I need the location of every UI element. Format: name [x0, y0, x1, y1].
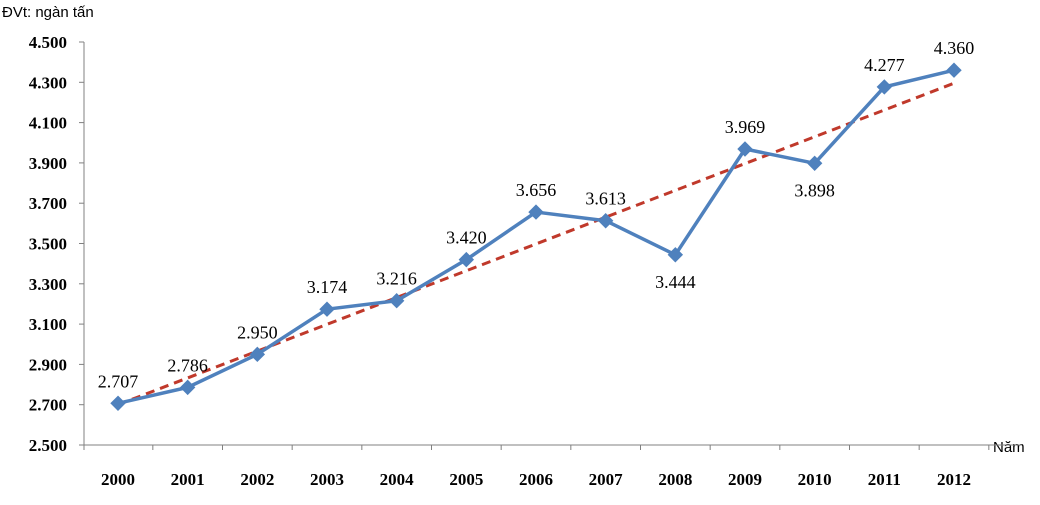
y-tick-label: 4.300: [29, 73, 67, 92]
x-tick-label: 2007: [589, 470, 624, 489]
unit-label: ĐVt: ngàn tấn: [2, 4, 94, 21]
data-point-marker: [667, 247, 684, 263]
x-tick-label: 2010: [798, 470, 832, 489]
x-axis-title: Năm: [993, 439, 1025, 456]
data-label: 3.969: [725, 117, 766, 137]
y-axis-ticks: 2.500 2.700 2.900 3.100 3.300 3.500 3.700 3.900…: [29, 33, 84, 455]
data-point-marker: [597, 213, 614, 229]
y-tick-label: 3.700: [29, 194, 67, 213]
data-label: 3.613: [585, 189, 626, 209]
data-label: 3.656: [516, 180, 557, 200]
data-label: 3.216: [376, 269, 417, 289]
x-tick-label: 2005: [449, 470, 483, 489]
y-tick-label: 3.900: [29, 154, 67, 173]
data-label: 3.898: [794, 180, 835, 200]
x-tick-label: 2012: [937, 470, 971, 489]
series-path: [117, 68, 955, 405]
y-tick-label: 4.500: [29, 33, 67, 52]
data-point-marker: [458, 251, 475, 268]
y-tick-label: 2.900: [29, 355, 67, 374]
data-label: 4.277: [864, 55, 905, 75]
data-label: 2.950: [237, 322, 278, 342]
x-axis-ticks: 2000 2001 2002 2003 2004 2005 2006 2007 2008 2009…: [83, 445, 990, 489]
data-label: 3.420: [446, 228, 487, 248]
data-label: 3.444: [655, 272, 696, 292]
data-point-marker: [806, 155, 823, 172]
series-markers: [110, 62, 962, 411]
x-tick-label: 2011: [868, 470, 901, 489]
data-point-marker: [249, 346, 266, 363]
y-tick-label: 2.700: [29, 396, 67, 415]
data-point-marker: [179, 379, 196, 396]
y-tick-label: 4.100: [29, 114, 67, 133]
x-tick-label: 2006: [519, 470, 553, 489]
y-tick-label: 3.100: [29, 315, 67, 334]
data-label: 2.707: [98, 371, 139, 391]
data-point-marker: [110, 395, 126, 411]
x-tick-label: 2002: [240, 470, 274, 489]
data-point-marker: [876, 79, 893, 95]
x-tick-label: 2003: [310, 470, 344, 489]
data-label: 4.360: [934, 38, 975, 58]
data-label: 2.786: [167, 355, 208, 375]
y-tick-label: 2.500: [29, 436, 67, 455]
axes: [83, 42, 1022, 446]
data-point-marker: [946, 62, 962, 78]
x-tick-label: 2000: [101, 470, 135, 489]
y-tick-label: 3.300: [29, 275, 67, 294]
x-tick-label: 2008: [658, 470, 692, 489]
x-tick-label: 2001: [171, 470, 205, 489]
data-point-marker: [388, 293, 405, 309]
data-labels: 2.707 2.786 2.950 3.174 3.216 3.420 3.656 3.613…: [98, 38, 975, 391]
trendline: [117, 81, 955, 407]
x-tick-label: 2004: [380, 470, 415, 489]
x-tick-label: 2009: [728, 470, 762, 489]
data-point-marker: [737, 141, 753, 157]
series-line: [117, 68, 955, 405]
data-point-marker: [319, 301, 335, 317]
data-point-marker: [528, 204, 544, 220]
data-label: 3.174: [307, 277, 348, 297]
y-tick-label: 3.500: [29, 235, 67, 254]
trendline-path: [117, 81, 955, 407]
